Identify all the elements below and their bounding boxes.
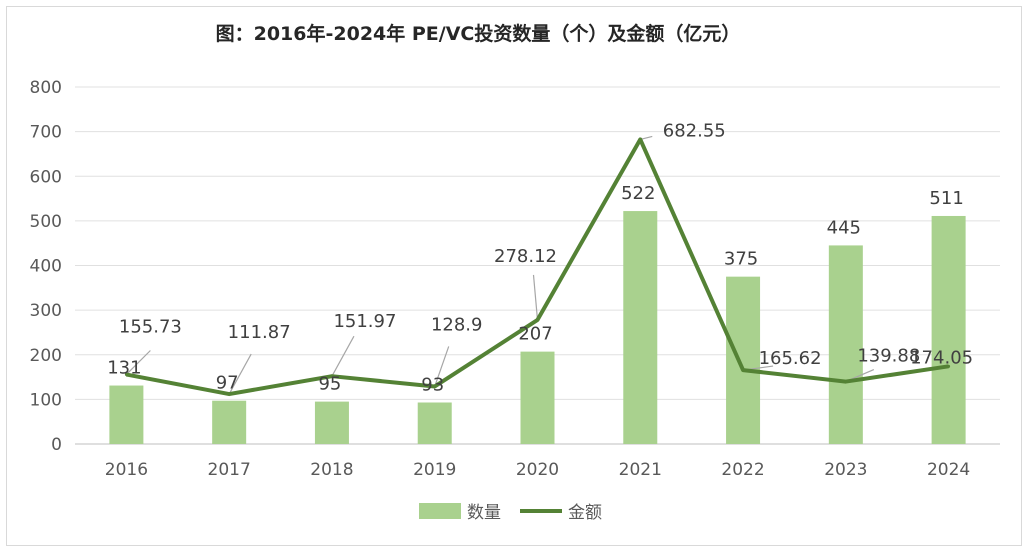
- line-data-label: 111.87: [228, 322, 291, 343]
- line-data-label: 174.05: [910, 347, 973, 368]
- x-tick-label: 2021: [619, 460, 662, 480]
- bar-data-label: 97: [216, 373, 239, 394]
- bar: [417, 402, 452, 444]
- bar-series: [109, 211, 966, 444]
- leader-line: [434, 346, 450, 387]
- line-point: [433, 384, 437, 388]
- bar-data-label: 522: [621, 183, 655, 204]
- bar: [726, 276, 761, 444]
- x-tick-label: 2023: [824, 460, 867, 480]
- bar: [828, 245, 863, 444]
- leader-lines: [125, 135, 875, 395]
- bar-data-label: 95: [318, 374, 341, 395]
- y-tick-label: 400: [30, 257, 62, 277]
- line-point: [536, 318, 539, 322]
- bar-data-label: 207: [518, 324, 552, 345]
- leader-line: [125, 350, 151, 375]
- bar: [520, 351, 555, 444]
- data-labels: 131 97 95 93 207 522 375 445 511 155.73 111.87 151.…: [107, 120, 973, 395]
- y-tick-label: 200: [30, 346, 62, 366]
- y-tick-label: 600: [30, 167, 62, 187]
- y-axis-ticks: 0 100 200 300 400 500 600 700 800: [30, 78, 62, 455]
- x-tick-label: 2024: [927, 460, 970, 480]
- bar: [109, 385, 144, 444]
- leader-line: [532, 274, 539, 320]
- bar: [931, 215, 966, 444]
- y-tick-label: 700: [30, 123, 62, 143]
- bar: [314, 401, 349, 444]
- line-data-label: 128.9: [431, 314, 483, 335]
- x-tick-label: 2018: [310, 460, 353, 480]
- x-tick-label: 2017: [208, 460, 251, 480]
- legend: 数量 金额: [419, 503, 602, 523]
- line-point: [124, 373, 128, 377]
- bar-data-label: 93: [421, 374, 444, 395]
- y-tick-label: 100: [30, 390, 62, 410]
- legend-swatch-bar: [419, 503, 461, 519]
- bar-data-label: 375: [724, 249, 758, 270]
- bar: [623, 211, 658, 444]
- line-point: [330, 374, 334, 378]
- line-series: [124, 137, 951, 397]
- y-tick-label: 0: [51, 435, 62, 455]
- line-data-label: 155.73: [119, 317, 182, 338]
- line-data-label: 165.62: [759, 348, 822, 369]
- x-tick-label: 2020: [516, 460, 559, 480]
- line-data-label: 139.88: [857, 346, 920, 367]
- line-point: [741, 368, 745, 372]
- x-tick-label: 2022: [721, 460, 764, 480]
- legend-label: 金额: [568, 503, 602, 523]
- leader-line: [331, 335, 355, 377]
- line-point: [227, 392, 231, 396]
- y-tick-label: 300: [30, 301, 62, 321]
- y-tick-label: 800: [30, 78, 62, 98]
- bar: [212, 400, 247, 444]
- line-data-label: 151.97: [333, 311, 396, 332]
- bar-data-label: 131: [107, 358, 141, 379]
- line-data-label: 682.55: [663, 120, 726, 141]
- leader-line: [228, 353, 252, 395]
- chart-title: 图：2016年-2024年 PE/VC投资数量（个）及金额（亿元）: [216, 22, 741, 45]
- leader-line: [640, 135, 653, 140]
- x-tick-label: 2019: [413, 460, 456, 480]
- line-point: [947, 364, 951, 368]
- chart-frame: [6, 6, 1022, 546]
- line-point: [844, 380, 848, 384]
- x-axis-ticks: 2016 2017 2018 2019 2020 2021 2022 2023 2024: [105, 460, 970, 480]
- legend-label: 数量: [467, 503, 501, 523]
- bar-data-label: 511: [929, 188, 963, 209]
- y-tick-label: 500: [30, 212, 62, 232]
- line-data-label: 278.12: [494, 246, 557, 267]
- x-tick-label: 2016: [105, 460, 148, 480]
- line-point: [638, 137, 642, 141]
- bar-data-label: 445: [827, 217, 861, 238]
